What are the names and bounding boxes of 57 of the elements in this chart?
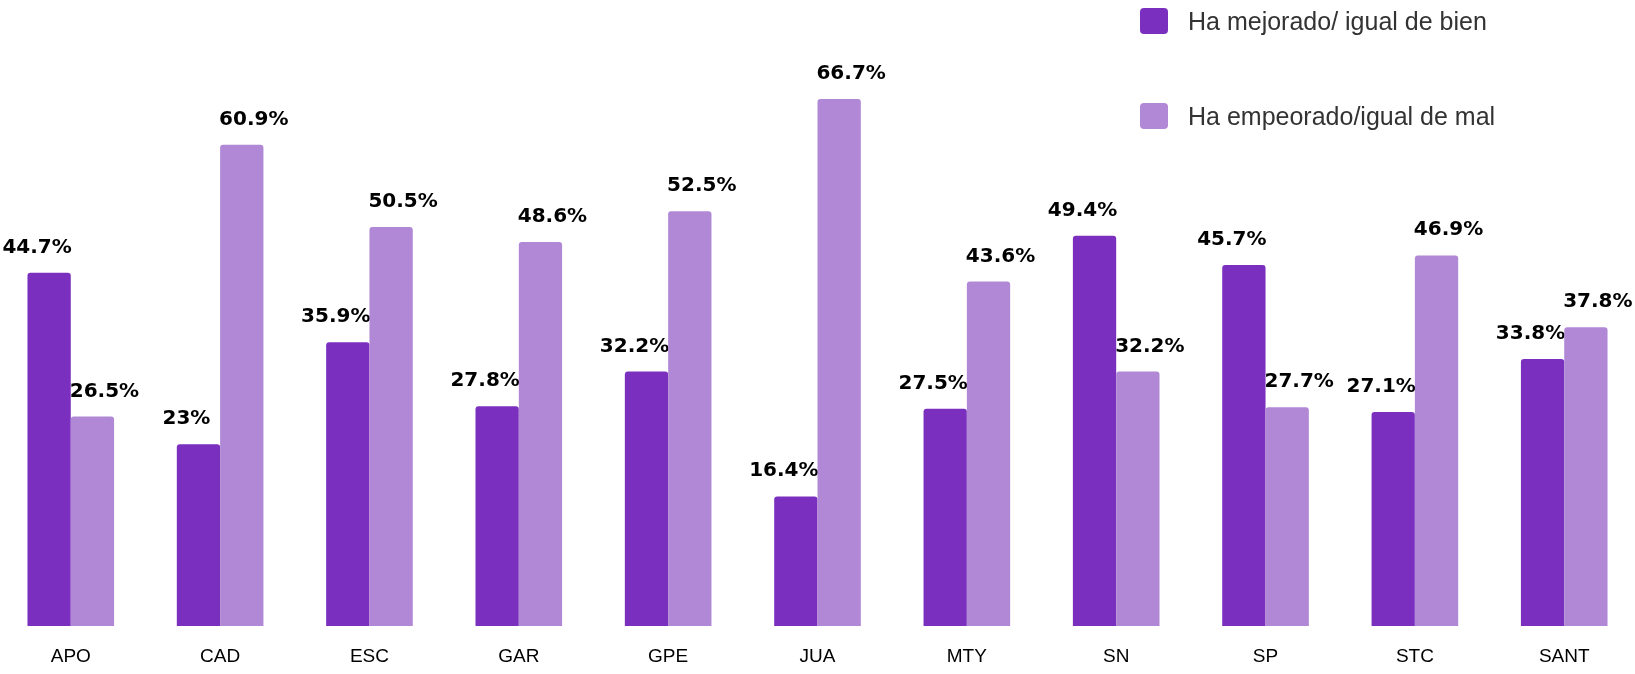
bar bbox=[817, 99, 861, 626]
bar bbox=[369, 227, 413, 626]
data-label: 35.9% bbox=[301, 303, 371, 328]
x-tick-label: SN bbox=[1102, 645, 1130, 666]
x-tick-label: APO bbox=[50, 645, 91, 666]
data-label: 33.8% bbox=[1495, 319, 1566, 344]
data-label: 23% bbox=[162, 405, 211, 430]
x-tick-label: GAR bbox=[498, 645, 540, 666]
data-label: 27.7% bbox=[1264, 368, 1334, 393]
bar bbox=[1116, 371, 1160, 626]
legend-label: Ha empeorado/igual de mal bbox=[1188, 102, 1496, 130]
bar bbox=[518, 242, 563, 626]
bar bbox=[326, 342, 370, 626]
data-label: 37.8% bbox=[1563, 288, 1633, 313]
bar bbox=[1414, 255, 1459, 626]
data-label: 49.4% bbox=[1047, 196, 1118, 221]
bar bbox=[1072, 235, 1117, 626]
data-label: 27.8% bbox=[450, 367, 520, 392]
bar bbox=[27, 272, 71, 626]
data-label: 27.1% bbox=[1346, 372, 1416, 397]
bar bbox=[923, 408, 967, 626]
data-label: 32.2% bbox=[599, 332, 670, 357]
legend-label: Ha mejorado/ igual de bien bbox=[1188, 7, 1487, 35]
bar bbox=[1222, 264, 1266, 626]
data-label: 66.7% bbox=[816, 60, 886, 84]
bar bbox=[1520, 358, 1565, 626]
bar bbox=[1371, 411, 1415, 626]
x-tick-label: CAD bbox=[200, 645, 241, 666]
bar bbox=[668, 211, 712, 626]
bar bbox=[774, 496, 818, 626]
x-tick-label: SANT bbox=[1538, 645, 1590, 666]
bar bbox=[624, 371, 669, 626]
data-label: 43.6% bbox=[965, 242, 1036, 267]
bar bbox=[1265, 407, 1309, 626]
data-label: 16.4% bbox=[749, 457, 819, 482]
data-label: 26.5% bbox=[69, 377, 140, 402]
x-tick-label: MTY bbox=[946, 645, 988, 666]
bar bbox=[1564, 327, 1608, 626]
data-label: 32.2% bbox=[1115, 332, 1185, 357]
data-label: 60.9% bbox=[219, 105, 289, 130]
bar bbox=[70, 416, 115, 626]
data-label: 45.7% bbox=[1197, 225, 1267, 250]
x-tick-label: SP bbox=[1252, 645, 1279, 666]
x-tick-label: JUA bbox=[799, 645, 836, 666]
bar bbox=[475, 406, 519, 626]
data-label: 44.7% bbox=[2, 233, 72, 258]
data-label: 27.5% bbox=[898, 369, 968, 394]
data-label: 48.6% bbox=[517, 203, 588, 228]
x-tick-label: ESC bbox=[349, 645, 390, 666]
x-tick-label: STC bbox=[1395, 645, 1434, 666]
data-label: 52.5% bbox=[667, 172, 737, 197]
data-label: 46.9% bbox=[1413, 216, 1484, 241]
x-tick-label: GPE bbox=[648, 645, 689, 666]
bar bbox=[220, 144, 264, 626]
bar bbox=[176, 444, 221, 626]
data-label: 50.5% bbox=[368, 188, 438, 212]
bar bbox=[966, 281, 1011, 626]
